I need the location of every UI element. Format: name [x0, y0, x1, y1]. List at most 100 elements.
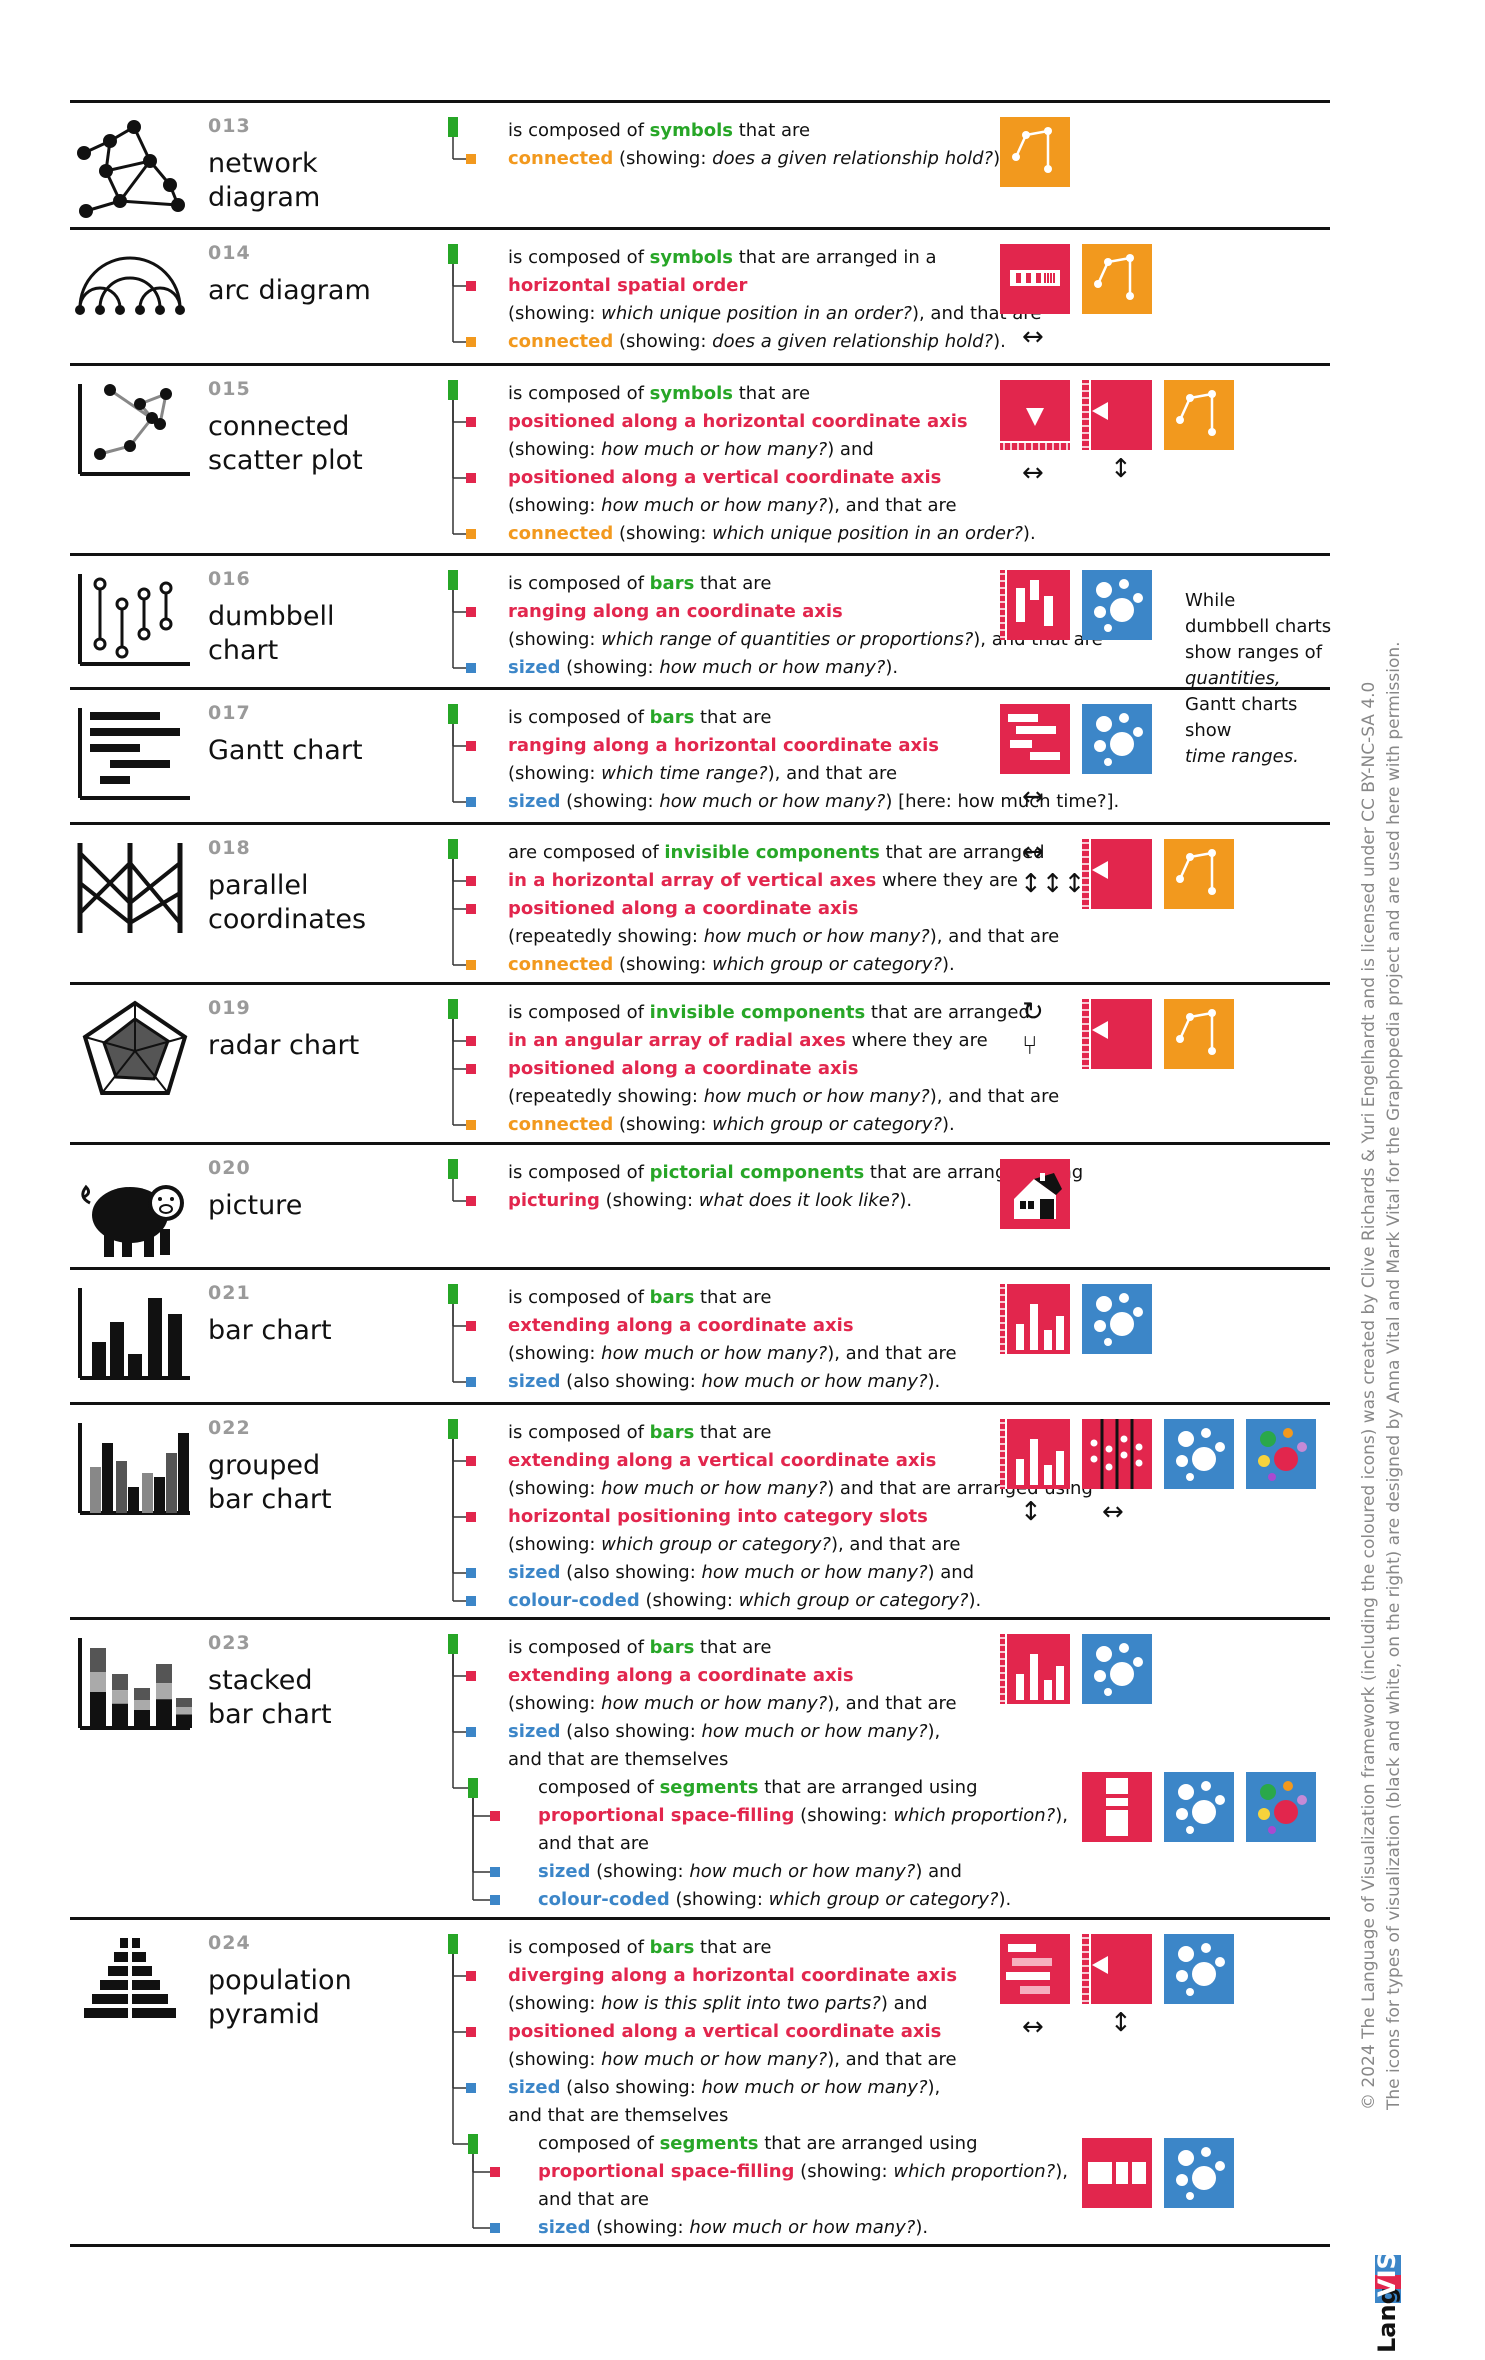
description-line: composed of segments that are arranged u…	[448, 2130, 1068, 2158]
type-name: stacked bar chart	[208, 1664, 332, 1732]
type-name-line: connected	[208, 411, 350, 442]
description-fragment: bars	[649, 1287, 695, 1308]
description-fragment: pictorial components	[649, 1162, 865, 1183]
direction-arrow-icon: ↕	[1110, 2008, 1132, 2038]
type-name-line: coordinates	[208, 904, 367, 935]
type-name-line: chart	[208, 635, 279, 666]
description-fragment: ).	[885, 657, 899, 678]
visualization-row: 020 picture is composed of pictorial compo…	[70, 1142, 1330, 1267]
description-line: is composed of bars that are	[448, 1634, 1068, 1662]
colour-framework-icon	[1246, 1772, 1316, 1842]
description-line: (showing: how much or how many?) and	[448, 436, 1068, 464]
type-description: is composed of bars that are extending al…	[448, 1284, 1068, 1396]
description-fragment: how much or how many?	[701, 2077, 928, 2098]
description-fragment: is composed of	[508, 383, 650, 404]
type-thumbnail-icon	[70, 1928, 200, 2038]
direction-arrow-icon: ↔	[1022, 2012, 1044, 2042]
side-note-line: dumbbell charts	[1185, 616, 1332, 637]
visualization-row: 015 connected scatter plot is composed of s…	[70, 363, 1330, 553]
description-line: (showing: how much or how many?) and tha…	[448, 1475, 1093, 1503]
description-fragment: (showing:	[613, 1114, 713, 1135]
type-name-line: scatter plot	[208, 445, 363, 476]
description-fragment: (showing:	[669, 1889, 769, 1910]
description-line: connected (showing: which group or categ…	[448, 1111, 1068, 1139]
description-fragment: how much or how many?	[689, 2217, 916, 2238]
description-tree	[448, 839, 508, 1239]
direction-arrow-icon: ↔	[1022, 782, 1044, 812]
description-fragment: (showing:	[613, 954, 713, 975]
description-fragment: bars	[649, 707, 695, 728]
con-framework-icon	[1164, 999, 1234, 1069]
description-fragment: is composed of	[508, 1162, 650, 1183]
description-fragment: (showing:	[508, 629, 602, 650]
description-line: composed of segments that are arranged u…	[448, 1774, 1068, 1802]
description-fragment: ) and	[915, 1861, 962, 1882]
description-line: sized (also showing: how much or how man…	[448, 1559, 1068, 1587]
type-number: 024	[208, 1932, 251, 1954]
description-line: extending along a coordinate axis	[448, 1312, 1068, 1340]
description-line: (repeatedly showing: how much or how man…	[448, 1083, 1068, 1111]
description-line: and that are themselves	[448, 1746, 1068, 1774]
visualization-row: 017 Gantt chart is composed of bars that a…	[70, 687, 1330, 822]
type-number: 013	[208, 115, 251, 137]
description-line: sized (showing: how much or how many?) a…	[448, 1858, 1068, 1886]
description-fragment: how much or how many?	[601, 495, 828, 516]
description-tree	[448, 570, 508, 970]
description-fragment: (showing:	[508, 763, 602, 784]
vaxis-framework-icon	[1082, 999, 1152, 1069]
visualization-row: 022 grouped bar chart is composed of bars t…	[70, 1402, 1330, 1617]
description-line: (showing: how much or how many?), and th…	[448, 492, 1068, 520]
description-fragment: proportional space-filling	[538, 1805, 795, 1826]
size-framework-icon	[1082, 1634, 1152, 1704]
visualization-row: 024 population pyramid is composed of bars …	[70, 1917, 1330, 2247]
description-fragment: that are arranged using	[758, 2133, 978, 2154]
size-framework-icon	[1082, 570, 1152, 640]
type-thumbnail-icon	[70, 1153, 200, 1263]
description-line: diverging along a horizontal coordinate …	[448, 1962, 1068, 1990]
description-fragment: which unique position in an order?	[601, 303, 912, 324]
type-number: 018	[208, 837, 251, 859]
description-fragment: (also showing:	[560, 2077, 702, 2098]
description-fragment: picturing	[508, 1190, 600, 1211]
description-fragment: that are arranged	[865, 1002, 1030, 1023]
description-fragment: in a horizontal array of vertical axes	[508, 870, 877, 891]
description-fragment: extending along a coordinate axis	[508, 1315, 854, 1336]
description-fragment: (showing:	[508, 1343, 602, 1364]
direction-arrow-icon: ↔	[1022, 837, 1044, 867]
description-line: positioned along a coordinate axis	[448, 895, 1068, 923]
size-framework-icon	[1164, 1419, 1234, 1489]
description-fragment: sized	[538, 1861, 591, 1882]
description-fragment: invisible components	[649, 1002, 866, 1023]
description-fragment: ).	[941, 954, 955, 975]
description-line: (showing: which unique position in an or…	[448, 300, 1068, 328]
type-description: is composed of bars that are extending al…	[448, 1419, 1093, 1615]
description-fragment: connected	[508, 331, 614, 352]
description-fragment: ), and that are	[827, 2049, 957, 2070]
description-fragment: which unique position in an order?	[712, 523, 1023, 544]
gantt-framework-icon	[1000, 704, 1070, 774]
description-tree	[448, 380, 508, 780]
description-fragment: bars	[649, 1637, 695, 1658]
description-fragment: is composed of	[508, 1002, 650, 1023]
description-fragment: proportional space-filling	[538, 2161, 795, 2182]
type-number: 023	[208, 1632, 251, 1654]
description-line: is composed of bars that are	[448, 1284, 1068, 1312]
description-line: (showing: which group or category?), and…	[448, 1531, 1068, 1559]
description-line: is composed of pictorial components that…	[448, 1159, 1083, 1187]
description-fragment: symbols	[649, 120, 733, 141]
description-fragment: is composed of	[508, 1937, 650, 1958]
size-framework-icon	[1082, 1284, 1152, 1354]
type-name: population pyramid	[208, 1964, 352, 2032]
description-fragment: sized	[508, 2077, 561, 2098]
type-number: 021	[208, 1282, 251, 1304]
description-fragment: (showing:	[508, 495, 602, 516]
side-note-line: show	[1185, 720, 1232, 741]
description-fragment: that are	[733, 383, 811, 404]
description-tree	[448, 244, 508, 644]
type-name-line: network	[208, 148, 318, 179]
description-fragment: is composed of	[508, 573, 650, 594]
description-fragment: connected	[508, 954, 614, 975]
direction-arrow-icon: ⑂	[1022, 1031, 1038, 1061]
type-thumbnail-icon	[70, 374, 200, 484]
description-fragment: (also showing:	[560, 1562, 702, 1583]
